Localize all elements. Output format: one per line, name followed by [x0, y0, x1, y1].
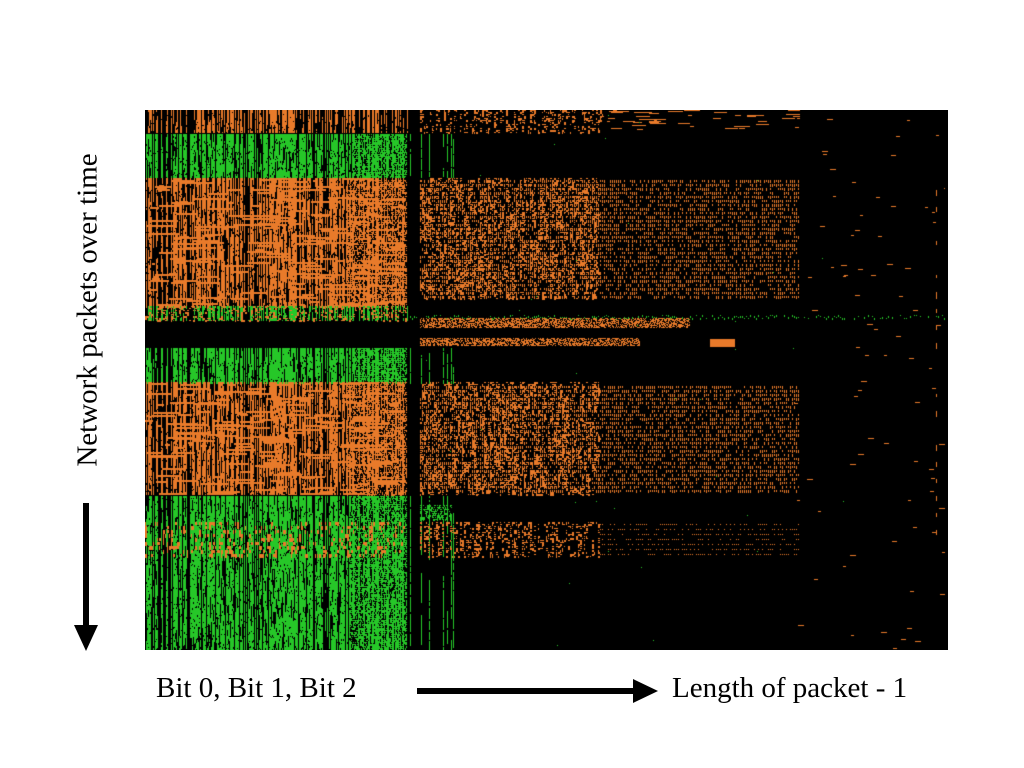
- packet-bit-visualization: [145, 110, 948, 650]
- packet-bit-canvas: [145, 110, 948, 650]
- y-axis-label: Network packets over time: [71, 153, 104, 467]
- x-axis-start-label: Bit 0, Bit 1, Bit 2: [156, 672, 357, 704]
- right-arrow-icon: [417, 679, 658, 703]
- x-axis-end-label: Length of packet - 1: [672, 672, 908, 704]
- down-arrow-icon: [74, 503, 98, 651]
